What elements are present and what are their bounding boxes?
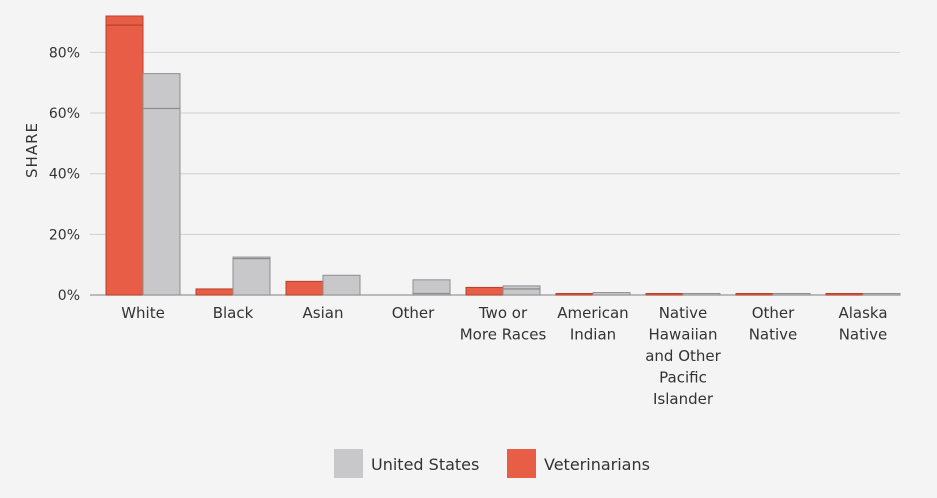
x-tick-label-line: and Other — [645, 347, 721, 365]
x-tick-label-line: American — [557, 304, 628, 322]
y-tick-label: 80% — [49, 45, 80, 61]
x-tick-label: White — [121, 304, 165, 322]
bar-veterinarians — [105, 15, 144, 296]
x-tick-label: Asian — [303, 304, 344, 322]
x-tick-label: American Indian — [557, 304, 628, 344]
bar-veterinarians — [465, 286, 504, 296]
bar-veterinarians — [645, 293, 684, 296]
bar-united-states — [322, 274, 361, 296]
x-tick-label-line: Native — [659, 304, 708, 322]
x-tick-label: Other Native — [749, 304, 798, 344]
x-tick-label-line: Asian — [303, 304, 344, 322]
x-tick-label-line: Native — [749, 326, 798, 344]
bar-united-states — [412, 279, 451, 296]
x-tick-label-line: Indian — [570, 326, 616, 344]
x-tick-label-line: Black — [213, 304, 254, 322]
bar-united-states — [682, 292, 721, 296]
x-tick-label-line: Two or — [478, 304, 528, 322]
legend-swatch — [334, 449, 363, 478]
x-tick-label-line: Islander — [653, 390, 714, 408]
legend-label: Veterinarians — [544, 455, 650, 474]
x-tick-label: Other — [392, 304, 435, 322]
x-tick-label: Alaska Native — [838, 304, 887, 344]
bar-veterinarians — [735, 293, 774, 296]
y-axis-label: SHARE — [23, 122, 41, 178]
y-tick-label: 40% — [49, 167, 80, 183]
bar-united-states — [862, 293, 901, 296]
legend-swatch — [507, 449, 536, 478]
x-tick-label: Black — [213, 304, 254, 322]
y-tick-label: 0% — [58, 288, 80, 304]
bar-united-states — [232, 256, 271, 296]
x-tick-label-line: Pacific — [659, 369, 707, 387]
x-tick-label: Two or More Races — [460, 304, 547, 344]
y-axis-ticks: 0% 20% 40% 60% 80% — [49, 45, 80, 304]
x-tick-label-line: Hawaiian — [649, 326, 718, 344]
bar-veterinarians — [285, 280, 324, 296]
bar-united-states — [142, 73, 181, 296]
x-tick-label: Native Hawaiian and Other Pacific Islander — [645, 304, 721, 408]
y-tick-label: 60% — [49, 106, 80, 122]
bar-united-states — [502, 285, 541, 296]
bar-veterinarians — [195, 288, 234, 296]
x-tick-label-line: Native — [839, 326, 888, 344]
x-tick-label-line: More Races — [460, 326, 547, 344]
bar-veterinarians — [825, 293, 864, 296]
x-axis-ticks: White Black Asian Other Two or More Races Amer… — [121, 304, 887, 408]
x-tick-label-line: White — [121, 304, 165, 322]
y-tick-label: 20% — [49, 227, 80, 243]
bar-united-states — [772, 293, 811, 296]
bar-veterinarians — [555, 293, 594, 296]
bar-united-states — [592, 292, 631, 296]
x-tick-label-line: Other — [752, 304, 795, 322]
gridlines — [90, 51, 900, 296]
x-tick-label-line: Alaska — [838, 304, 887, 322]
legend-label: United States — [371, 455, 479, 474]
legend: United States Veterinarians — [334, 449, 650, 478]
bars — [105, 15, 901, 296]
x-tick-label-line: Other — [392, 304, 435, 322]
